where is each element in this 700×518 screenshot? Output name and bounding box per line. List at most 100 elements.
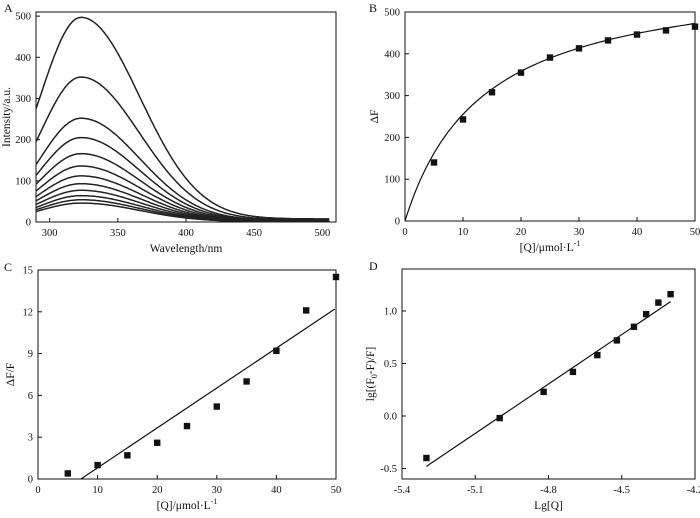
panel-b: B0 10 20 30 40 500100200300400500[Q]/μmol·L-1… (369, 1, 700, 254)
spectrum-curve (35, 202, 330, 223)
y-tick-label: 15 (23, 266, 34, 277)
data-point (488, 89, 496, 96)
y-tick-label: 400 (15, 53, 31, 64)
x-tick-label: -5.4 (394, 485, 411, 496)
data-point (630, 323, 638, 330)
y-tick-label: 6 (28, 391, 33, 402)
data-point (332, 273, 340, 281)
data-point (243, 378, 250, 385)
x-tick-label: 10 (458, 227, 469, 238)
data-point (546, 54, 554, 61)
panel-letter: D (369, 259, 378, 273)
data-point (64, 470, 71, 477)
data-point (430, 159, 438, 166)
panel-d: D -5.4 -5.1 -4.8 -4.5 -4.2 -0.5 0.0 0.5 1.0 Lg[Q] l… (365, 259, 700, 512)
y-axis-label: ΔF/F (5, 363, 17, 386)
spectrum-curve (35, 117, 330, 222)
data-point (667, 291, 674, 298)
y-tick-label: 0.5 (384, 359, 397, 370)
y-tick-label: -0.5 (380, 464, 397, 475)
x-tick-label: 20 (152, 485, 163, 496)
x-tick-label: 10 (92, 485, 103, 496)
y-tick-label: 500 (384, 8, 400, 19)
x-tick-label: 40 (271, 485, 282, 496)
x-tick-label: 50 (690, 227, 700, 238)
y-tick-label: 400 (384, 49, 400, 60)
data-point (496, 414, 503, 422)
plot-frame (404, 11, 696, 222)
x-tick-label: 300 (42, 228, 58, 239)
y-tick-label: 0.0 (384, 412, 397, 423)
y-tick-label: 1.0 (384, 307, 397, 318)
y-tick-label: 300 (15, 94, 31, 105)
y-tick-label: 3 (28, 433, 33, 444)
plot-frame (401, 268, 696, 480)
data-point (183, 422, 191, 430)
fit-line (404, 22, 696, 222)
x-tick-label: 30 (574, 227, 585, 238)
data-point (633, 31, 641, 38)
fit-line (426, 301, 671, 467)
x-tick-label: -4.5 (613, 485, 630, 496)
fit-line (80, 308, 336, 480)
x-tick-label: 50 (331, 485, 342, 496)
data-point (662, 27, 670, 34)
x-tick-label: 30 (212, 485, 223, 496)
x-axis-label: [Q]/μmol·L-1 (157, 497, 218, 512)
y-tick-label: 0 (26, 218, 31, 229)
y-tick-label: 300 (384, 91, 400, 102)
data-point (423, 454, 430, 462)
data-point (154, 439, 161, 446)
x-axis-label: Wavelength/nm (150, 243, 223, 255)
data-point (575, 45, 583, 52)
data-point (540, 388, 547, 396)
x-tick-label: 500 (314, 228, 330, 239)
data-point (517, 69, 525, 76)
y-tick-label: 100 (15, 176, 31, 187)
panel-letter: A (4, 1, 13, 15)
panel-letter: B (369, 1, 377, 15)
data-point (94, 461, 101, 469)
x-tick-label: -4.8 (540, 485, 557, 496)
y-tick-label: 9 (28, 349, 33, 360)
y-tick-label: 0 (395, 217, 400, 228)
x-tick-label: 450 (246, 228, 262, 239)
data-point (691, 23, 699, 30)
x-tick-label: 0 (35, 485, 40, 496)
data-point (594, 351, 601, 359)
x-tick-label: 40 (632, 227, 643, 238)
x-tick-label: 400 (178, 228, 194, 239)
panel-a: A 300 350 400 450 500 0 100 200 300 400 500 Waveleng… (1, 1, 337, 255)
plot-frame (37, 269, 337, 480)
data-point (124, 452, 131, 459)
data-point (459, 116, 467, 123)
panel-c: C 0 10 20 30 40 50 0 3 6 9 12 15 [Q]/μmol·L-1 ΔF/F (4, 260, 341, 512)
x-axis-label: [Q]/μmol·L-1 (520, 239, 581, 254)
data-point (303, 307, 310, 314)
x-tick-label: -4.2 (687, 485, 700, 496)
y-axis-label: ΔF (369, 110, 381, 124)
y-axis-label: lg[(F0-F)/F] (365, 347, 379, 401)
y-axis-label: Intensity/a.u. (1, 87, 13, 147)
data-point (613, 337, 621, 344)
data-point (655, 299, 662, 306)
y-tick-label: 12 (23, 307, 34, 318)
x-tick-label: 0 (402, 227, 407, 238)
data-point (569, 368, 577, 376)
panel-letter: C (4, 260, 12, 274)
data-point (213, 403, 220, 410)
y-tick-label: 200 (15, 135, 31, 146)
x-tick-label: -5.1 (467, 485, 484, 496)
y-tick-label: 500 (15, 12, 31, 23)
y-tick-label: 200 (384, 133, 400, 144)
data-point (273, 347, 280, 355)
y-tick-label: 100 (384, 175, 400, 186)
x-tick-label: 350 (110, 228, 126, 239)
spectrum-curve (35, 16, 330, 220)
data-point (642, 310, 650, 318)
x-axis-label: Lg[Q] (534, 500, 563, 512)
data-point (604, 37, 612, 44)
x-tick-label: 20 (516, 227, 527, 238)
y-tick-label: 0 (28, 475, 33, 486)
